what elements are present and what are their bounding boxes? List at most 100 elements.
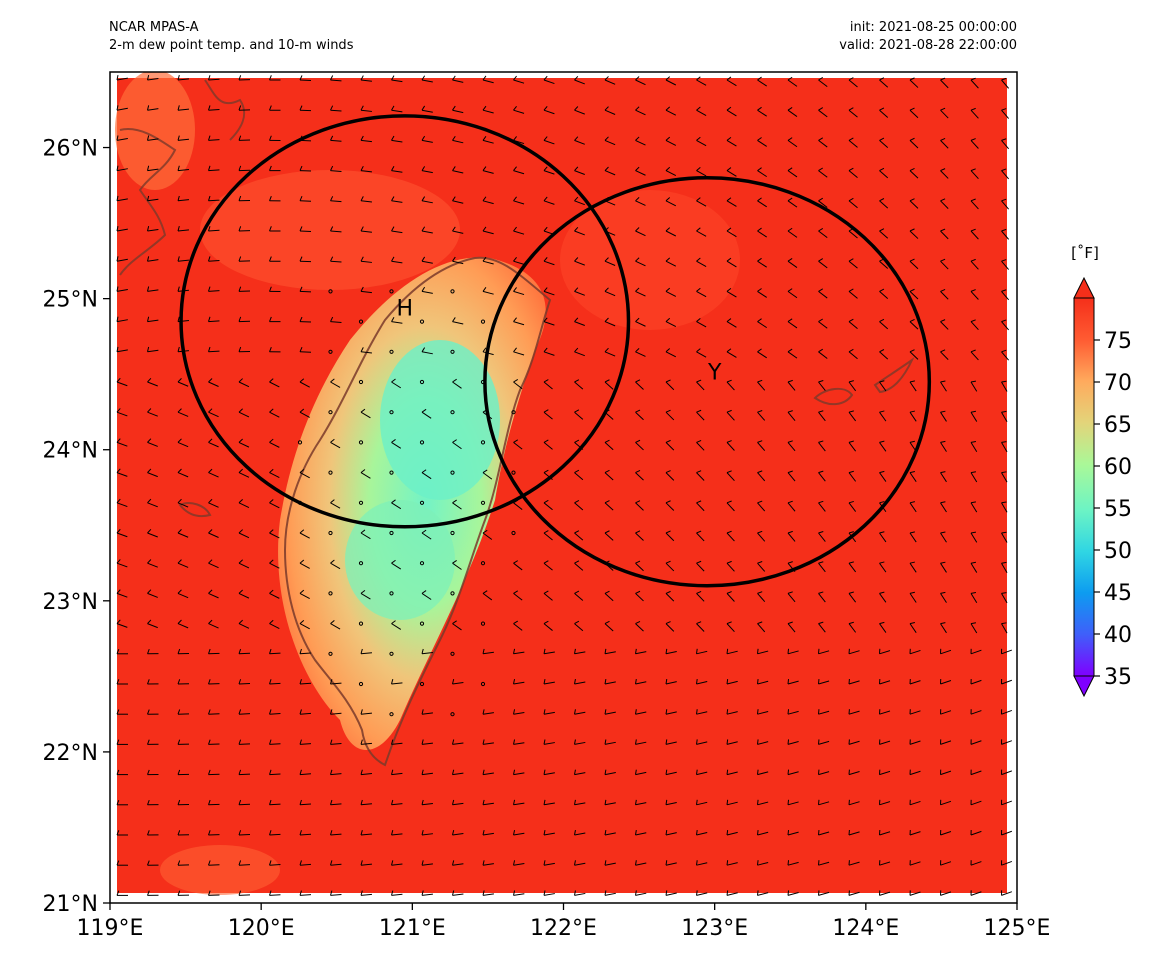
wind-barb — [757, 200, 767, 208]
wind-barb — [543, 381, 553, 390]
wind-barb — [391, 772, 403, 776]
wind-barb — [1001, 140, 1010, 150]
wind-barb-flag — [421, 590, 427, 594]
wind-barb-flag — [726, 709, 729, 715]
wind-barb — [757, 831, 769, 836]
wind-barb — [513, 681, 525, 685]
wind-barb-flag — [940, 410, 946, 413]
wind-barb — [970, 381, 978, 392]
wind-barb — [940, 411, 947, 422]
wind-barb — [421, 139, 433, 143]
wind-barb-flag — [604, 500, 610, 504]
wind-barb-flag — [665, 136, 671, 141]
wind-barb — [879, 442, 887, 452]
wind-barb — [574, 321, 585, 326]
wind-barb — [421, 742, 433, 745]
wind-barb-flag — [879, 501, 885, 504]
wind-barb-flag — [604, 530, 610, 534]
wind-barb — [543, 502, 553, 511]
wind-barb — [940, 740, 952, 745]
wind-barb — [574, 290, 585, 296]
wind-barb — [238, 472, 250, 478]
wind-barb-flag — [818, 318, 824, 323]
wind-barb-flag — [299, 286, 303, 292]
wind-barb — [574, 802, 586, 806]
wind-barb — [696, 711, 708, 715]
wind-barb — [940, 472, 947, 483]
wind-barb — [970, 532, 978, 543]
wind-barb — [879, 710, 891, 715]
wind-barb — [269, 623, 280, 630]
calm-wind-marker — [389, 712, 394, 717]
wind-barb — [940, 532, 947, 543]
wind-barb-flag — [848, 531, 854, 534]
wind-barb-flag — [116, 860, 120, 866]
wind-barb — [757, 502, 766, 512]
wind-barb — [543, 681, 555, 685]
wind-barb-flag — [299, 890, 302, 896]
wind-barb-flag — [940, 380, 946, 383]
wind-barb — [909, 321, 919, 330]
colorbar-tick-label: 55 — [1104, 497, 1132, 522]
wind-barb — [696, 862, 708, 866]
wind-barb-flag — [543, 136, 548, 141]
wind-barb-flag — [787, 621, 793, 625]
wind-barb-flag — [1001, 168, 1007, 172]
wind-barb-flag — [269, 378, 274, 383]
wind-barb — [787, 109, 798, 117]
wind-barb — [391, 502, 402, 510]
wind-barb-flag — [330, 860, 333, 866]
wind-barb-flag — [543, 106, 548, 111]
wind-barb — [726, 200, 737, 207]
wind-barb — [909, 861, 921, 866]
wind-barb-flag — [330, 105, 334, 111]
wind-barb — [665, 351, 677, 358]
wind-barb — [360, 351, 372, 354]
wind-barb-flag — [757, 500, 763, 504]
wind-barb-flag — [909, 319, 915, 323]
wind-barb-flag — [208, 438, 213, 443]
wind-barb-flag — [238, 499, 243, 504]
wind-barb-flag — [330, 709, 333, 715]
wind-barb-flag — [909, 380, 915, 383]
wind-barb — [543, 109, 555, 115]
wind-barb-flag — [543, 226, 548, 232]
wind-barb — [299, 743, 312, 745]
wind-barb-flag — [513, 648, 516, 654]
wind-barb — [116, 411, 128, 417]
wind-barb — [330, 682, 342, 685]
wind-barb-flag — [269, 256, 272, 262]
wind-barb — [208, 562, 219, 569]
wind-barb — [482, 79, 494, 84]
wind-barb — [513, 863, 525, 866]
wind-barb — [635, 892, 647, 896]
calm-wind-marker — [480, 621, 486, 626]
calm-wind-marker — [419, 379, 425, 385]
wind-barb — [482, 139, 494, 144]
wind-barb — [757, 79, 767, 87]
wind-barb-flag — [879, 380, 885, 383]
wind-barb-flag — [513, 75, 517, 81]
wind-barb-flag — [513, 860, 516, 866]
wind-barb — [177, 472, 189, 478]
wind-barb-flag — [1001, 349, 1007, 353]
wind-barb — [757, 650, 769, 655]
wind-barb — [970, 260, 979, 270]
wind-barb-flag — [726, 500, 732, 504]
wind-barb-flag — [696, 318, 701, 322]
low-dewpoint-core — [345, 500, 455, 620]
calm-wind-marker — [389, 410, 394, 415]
wind-barb-flag — [635, 287, 640, 292]
wind-barb-flag — [269, 589, 274, 594]
wind-barb-flag — [604, 287, 609, 292]
wind-barb — [482, 592, 493, 601]
wind-barb — [574, 862, 586, 866]
wind-barb-flag — [513, 347, 517, 353]
wind-barb-flag — [208, 256, 211, 262]
wind-barb-flag — [696, 739, 698, 745]
wind-barb-flag — [635, 890, 637, 896]
wind-barb-flag — [787, 470, 793, 474]
wind-barb-flag — [299, 648, 302, 654]
wind-barb — [635, 681, 647, 685]
